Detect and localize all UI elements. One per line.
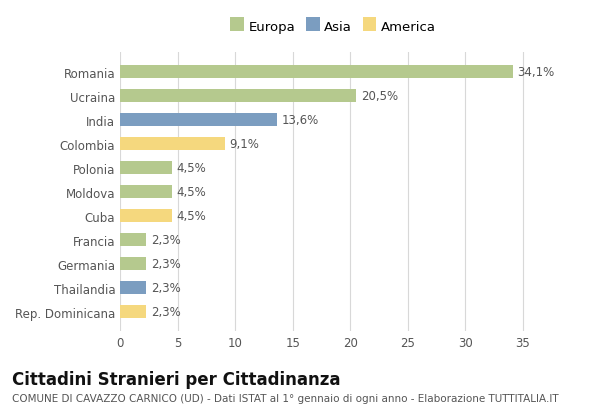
Text: 4,5%: 4,5% <box>176 186 206 199</box>
Bar <box>120 209 172 223</box>
Bar <box>120 234 146 247</box>
Text: 13,6%: 13,6% <box>281 114 319 127</box>
Text: 9,1%: 9,1% <box>229 138 259 151</box>
Text: 2,3%: 2,3% <box>151 306 181 319</box>
Text: COMUNE DI CAVAZZO CARNICO (UD) - Dati ISTAT al 1° gennaio di ogni anno - Elabora: COMUNE DI CAVAZZO CARNICO (UD) - Dati IS… <box>12 393 559 402</box>
Text: 4,5%: 4,5% <box>176 162 206 175</box>
Bar <box>120 306 146 319</box>
Bar <box>120 114 277 127</box>
Text: 2,3%: 2,3% <box>151 258 181 271</box>
Bar <box>120 281 146 294</box>
Text: 20,5%: 20,5% <box>361 90 398 103</box>
Text: 2,3%: 2,3% <box>151 234 181 247</box>
Text: 4,5%: 4,5% <box>176 210 206 222</box>
Bar <box>120 162 172 175</box>
Text: Cittadini Stranieri per Cittadinanza: Cittadini Stranieri per Cittadinanza <box>12 370 341 388</box>
Bar <box>120 258 146 271</box>
Bar <box>120 66 512 79</box>
Text: 34,1%: 34,1% <box>517 66 554 79</box>
Bar <box>120 186 172 199</box>
Bar <box>120 138 225 151</box>
Text: 2,3%: 2,3% <box>151 282 181 294</box>
Bar <box>120 90 356 103</box>
Legend: Europa, Asia, America: Europa, Asia, America <box>224 15 442 39</box>
